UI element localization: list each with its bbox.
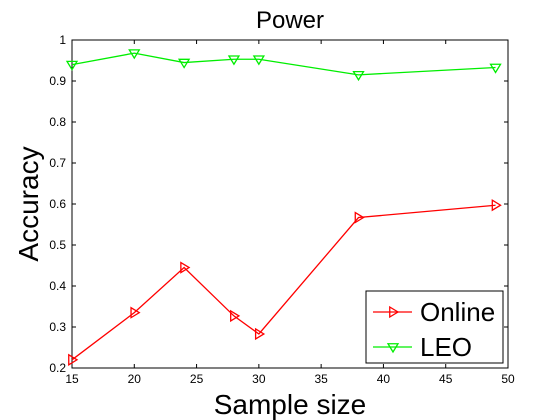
x-tick-label: 45 xyxy=(439,372,453,386)
y-tick-label: 0.9 xyxy=(49,74,66,88)
data-point xyxy=(489,63,502,74)
series-online xyxy=(68,199,502,366)
x-tick-label: 20 xyxy=(128,372,142,386)
y-tick-label: 0.7 xyxy=(49,156,66,170)
x-tick-label: 35 xyxy=(314,372,328,386)
x-tick-label: 40 xyxy=(377,372,391,386)
data-point xyxy=(491,199,502,212)
x-tick-label: 30 xyxy=(252,372,266,386)
data-point xyxy=(254,327,266,341)
series-leo xyxy=(65,49,502,82)
y-tick-label: 0.4 xyxy=(49,279,66,293)
data-point xyxy=(130,306,141,319)
data-point xyxy=(230,309,241,323)
legend: Online LEO xyxy=(365,290,504,364)
data-point xyxy=(128,49,141,60)
data-point xyxy=(68,353,79,366)
y-tick-label: 0.5 xyxy=(49,238,66,252)
legend-box xyxy=(365,290,504,364)
data-point xyxy=(180,261,191,274)
x-tick-label: 15 xyxy=(65,372,79,386)
y-tick-label: 0.3 xyxy=(49,320,66,334)
data-point xyxy=(354,211,365,224)
y-axis-label: Accuracy xyxy=(13,146,44,261)
x-axis-label: Sample size xyxy=(214,389,367,420)
y-tick-label: 0.6 xyxy=(49,197,66,211)
y-tick-label: 1 xyxy=(59,33,66,47)
series-line xyxy=(71,204,496,361)
series-line xyxy=(71,52,496,76)
data-point xyxy=(227,55,241,66)
legend-label: Online xyxy=(420,297,495,327)
x-tick-label: 50 xyxy=(501,372,515,386)
axis-ticks: 15 20 25 30 35 40 45 50 0.2 0.3 0.4 0.5 0.6 0.7 0.8 0.9… xyxy=(49,33,515,386)
legend-label: LEO xyxy=(420,332,472,362)
legend-marker xyxy=(386,343,400,354)
legend-marker xyxy=(389,305,400,319)
x-tick-label: 25 xyxy=(190,372,204,386)
data-point xyxy=(177,58,191,69)
y-tick-label: 0.2 xyxy=(49,361,66,375)
legend-items: Online LEO xyxy=(373,297,495,362)
data-point xyxy=(252,55,266,66)
y-tick-label: 0.8 xyxy=(49,115,66,129)
chart-title: Power xyxy=(256,7,324,34)
series-layer xyxy=(65,49,502,366)
data-point xyxy=(65,60,79,71)
data-point xyxy=(352,70,365,82)
